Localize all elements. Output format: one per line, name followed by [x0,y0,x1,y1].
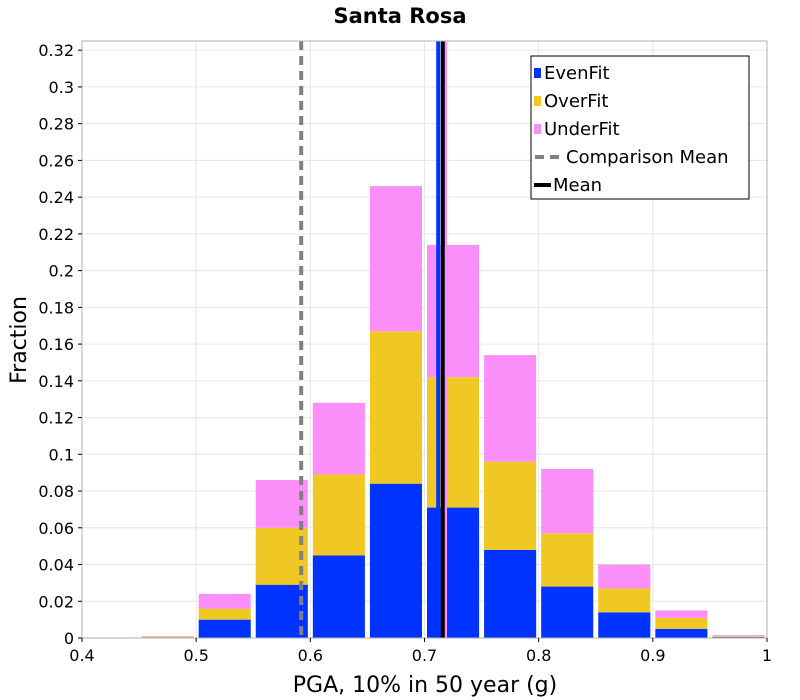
bar-evenfit [312,555,365,638]
bar-overfit [312,474,365,556]
y-axis-label: Fraction [7,296,32,384]
bars [84,186,765,639]
y-tick-label: 0.3 [49,78,74,97]
y-tick-label: 0.22 [38,225,74,244]
y-tick-label: 0.02 [38,592,74,611]
bar-overfit [255,527,308,585]
bar-underfit [598,564,651,589]
bar-overfit [598,588,651,613]
bar-underfit [655,610,708,618]
y-tick-label: 0.06 [38,519,74,538]
legend-swatch-evenfit [534,68,541,78]
y-tick-label: 0.12 [38,409,74,428]
bar-underfit [427,244,480,378]
bar-underfit [712,635,765,637]
legend-swatch-underfit [534,124,541,134]
bar-overfit [655,617,708,629]
bar-underfit [541,469,594,534]
bar-evenfit [255,584,308,638]
chart-title: Santa Rosa [333,4,466,28]
bar-overfit [541,533,594,587]
bar-underfit [312,402,365,475]
bar-evenfit [484,549,537,638]
y-tick-label: 0 [64,629,74,648]
x-tick-label: 0.6 [298,646,323,665]
bar-evenfit [541,586,594,638]
y-tick-label: 0.16 [38,335,74,354]
y-tick-label: 0.18 [38,298,74,317]
x-tick-label: 0.4 [69,646,94,665]
bar-overfit [427,377,480,508]
bar-overfit [484,461,537,550]
bar-underfit [255,480,308,528]
legend-label-underfit: UnderFit [544,119,620,140]
y-tick-label: 0.04 [38,556,74,575]
legend-box [530,55,750,200]
mean-lines [299,41,448,638]
y-tick-label: 0.26 [38,151,74,170]
bar-underfit [198,593,251,609]
legend-label-mean: Mean [553,175,602,196]
legend-label-evenfit: EvenFit [544,63,610,84]
x-tick-label: 1 [762,646,772,665]
y-tick-label: 0.32 [38,41,74,60]
bar-underfit [484,355,537,462]
y-tick-label: 0.14 [38,372,74,391]
legend: EvenFit OverFit UnderFit Comparison Mean Mea… [530,55,750,200]
bar-evenfit [427,507,480,638]
y-tick-label: 0.1 [49,445,74,464]
bar-evenfit [655,628,708,638]
bar-overfit [712,636,765,638]
y-tick-label: 0.08 [38,482,74,501]
legend-swatch-overfit [534,96,541,106]
y-tick-label: 0.2 [49,262,74,281]
bar-overfit [369,331,422,484]
bar-evenfit [369,483,422,638]
x-tick-label: 0.9 [640,646,665,665]
legend-label-overfit: OverFit [544,91,608,112]
x-tick-label: 0.8 [526,646,551,665]
bar-evenfit [198,619,251,638]
legend-label-comparison-mean: Comparison Mean [566,147,729,168]
bar-overfit [141,636,194,638]
bar-underfit [369,186,422,332]
axis-ticks: 0.4 0.5 0.6 0.7 0.8 0.9 1 0 0.02 0.04 0.06 0.08 0.1 0… [38,41,772,665]
y-tick-label: 0.28 [38,115,74,134]
bar-evenfit [598,612,651,638]
x-tick-label: 0.7 [412,646,437,665]
bar-underfit [141,636,194,637]
x-axis-label: PGA, 10% in 50 year (g) [293,673,557,698]
x-tick-label: 0.5 [183,646,208,665]
bar-overfit [198,608,251,620]
y-tick-label: 0.24 [38,188,74,207]
